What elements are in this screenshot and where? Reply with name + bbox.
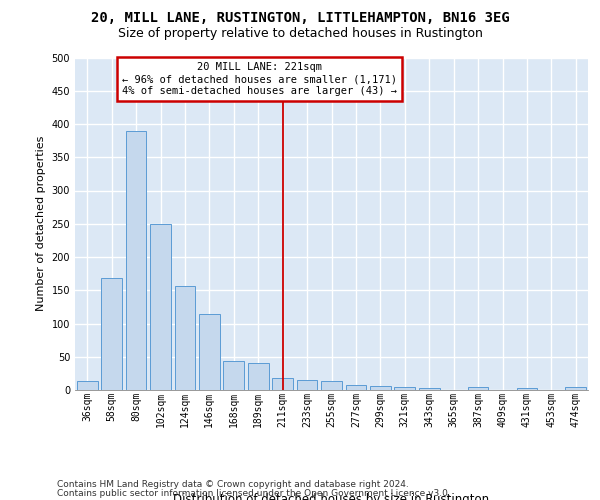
Bar: [296, 380, 317, 390]
Bar: [125, 130, 146, 390]
Text: 20 MILL LANE: 221sqm
← 96% of detached houses are smaller (1,171)
4% of semi-det: 20 MILL LANE: 221sqm ← 96% of detached h…: [122, 62, 397, 96]
Bar: [101, 278, 122, 390]
X-axis label: Distribution of detached houses by size in Rustington: Distribution of detached houses by size …: [173, 494, 490, 500]
Bar: [321, 380, 342, 390]
Bar: [248, 364, 269, 390]
Text: 20, MILL LANE, RUSTINGTON, LITTLEHAMPTON, BN16 3EG: 20, MILL LANE, RUSTINGTON, LITTLEHAMPTON…: [91, 10, 509, 24]
Y-axis label: Number of detached properties: Number of detached properties: [36, 136, 46, 312]
Bar: [467, 386, 488, 390]
Bar: [394, 386, 415, 390]
Bar: [77, 382, 98, 390]
Bar: [419, 388, 440, 390]
Text: Size of property relative to detached houses in Rustington: Size of property relative to detached ho…: [118, 28, 482, 40]
Text: Contains public sector information licensed under the Open Government Licence v3: Contains public sector information licen…: [57, 488, 451, 498]
Bar: [199, 314, 220, 390]
Bar: [223, 360, 244, 390]
Bar: [346, 384, 367, 390]
Bar: [175, 286, 196, 390]
Text: Contains HM Land Registry data © Crown copyright and database right 2024.: Contains HM Land Registry data © Crown c…: [57, 480, 409, 489]
Bar: [517, 388, 538, 390]
Bar: [370, 386, 391, 390]
Bar: [150, 224, 171, 390]
Bar: [565, 386, 586, 390]
Bar: [272, 378, 293, 390]
